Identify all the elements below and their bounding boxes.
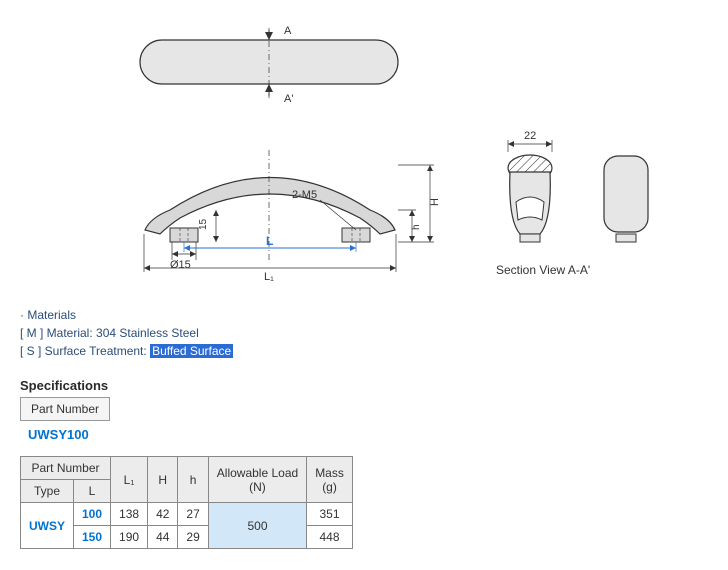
material-m-prefix: [ M ] Material: (20, 326, 96, 340)
cell-H-0: 42 (148, 503, 178, 526)
th-H: H (148, 457, 178, 503)
technical-drawing: A A' 2-M5 15 (20, 20, 708, 300)
spec-table: Part Number L₁ H h Allowable Load (N) Ma… (20, 456, 353, 549)
material-s-value: Buffed Surface (150, 344, 233, 358)
th-L1: L₁ (111, 457, 148, 503)
label-h: h (411, 224, 422, 230)
cell-L1-0: 138 (111, 503, 148, 526)
label-Aprime: A' (284, 93, 293, 105)
label-H: H (429, 198, 441, 206)
top-view: A A' (140, 25, 398, 105)
cell-H-1: 44 (148, 526, 178, 549)
cell-type: UWSY (21, 503, 74, 549)
cell-L-0: 100 (74, 503, 111, 526)
part-number-label: Part Number (20, 397, 110, 421)
label-L: L (266, 234, 273, 248)
section-caption: Section View A-A' (496, 263, 590, 277)
part-number-value: UWSY100 (28, 427, 708, 442)
label-A: A (284, 25, 292, 37)
materials-header: · Materials (20, 306, 708, 324)
cell-h-1: 29 (178, 526, 208, 549)
end-view (604, 156, 648, 242)
label-thread: 2-M5 (292, 189, 317, 201)
cell-mass-1: 448 (307, 526, 353, 549)
materials-block: · Materials [ M ] Material: 304 Stainles… (20, 306, 708, 360)
cell-L-1: 150 (74, 526, 111, 549)
th-mass: Mass (g) (307, 457, 353, 503)
material-s-prefix: [ S ] Surface Treatment: (20, 344, 150, 358)
cell-allowable-load: 500 (208, 503, 306, 549)
side-view: 2-M5 15 Ø15 L L₁ (144, 150, 441, 283)
label-depth: 15 (198, 218, 209, 230)
label-22: 22 (524, 130, 536, 142)
th-h: h (178, 457, 208, 503)
material-m-value: 304 Stainless Steel (96, 326, 199, 340)
section-view: 22 (508, 130, 552, 242)
specifications-title: Specifications (20, 378, 708, 393)
cell-h-0: 27 (178, 503, 208, 526)
th-part-number: Part Number (21, 457, 111, 480)
cell-mass-0: 351 (307, 503, 353, 526)
label-diam: Ø15 (170, 259, 191, 271)
table-row: UWSY 100 138 42 27 500 351 (21, 503, 353, 526)
th-allowable-load: Allowable Load (N) (208, 457, 306, 503)
th-type: Type (21, 480, 74, 503)
cell-L1-1: 190 (111, 526, 148, 549)
th-L: L (74, 480, 111, 503)
label-L1: L₁ (264, 271, 274, 283)
